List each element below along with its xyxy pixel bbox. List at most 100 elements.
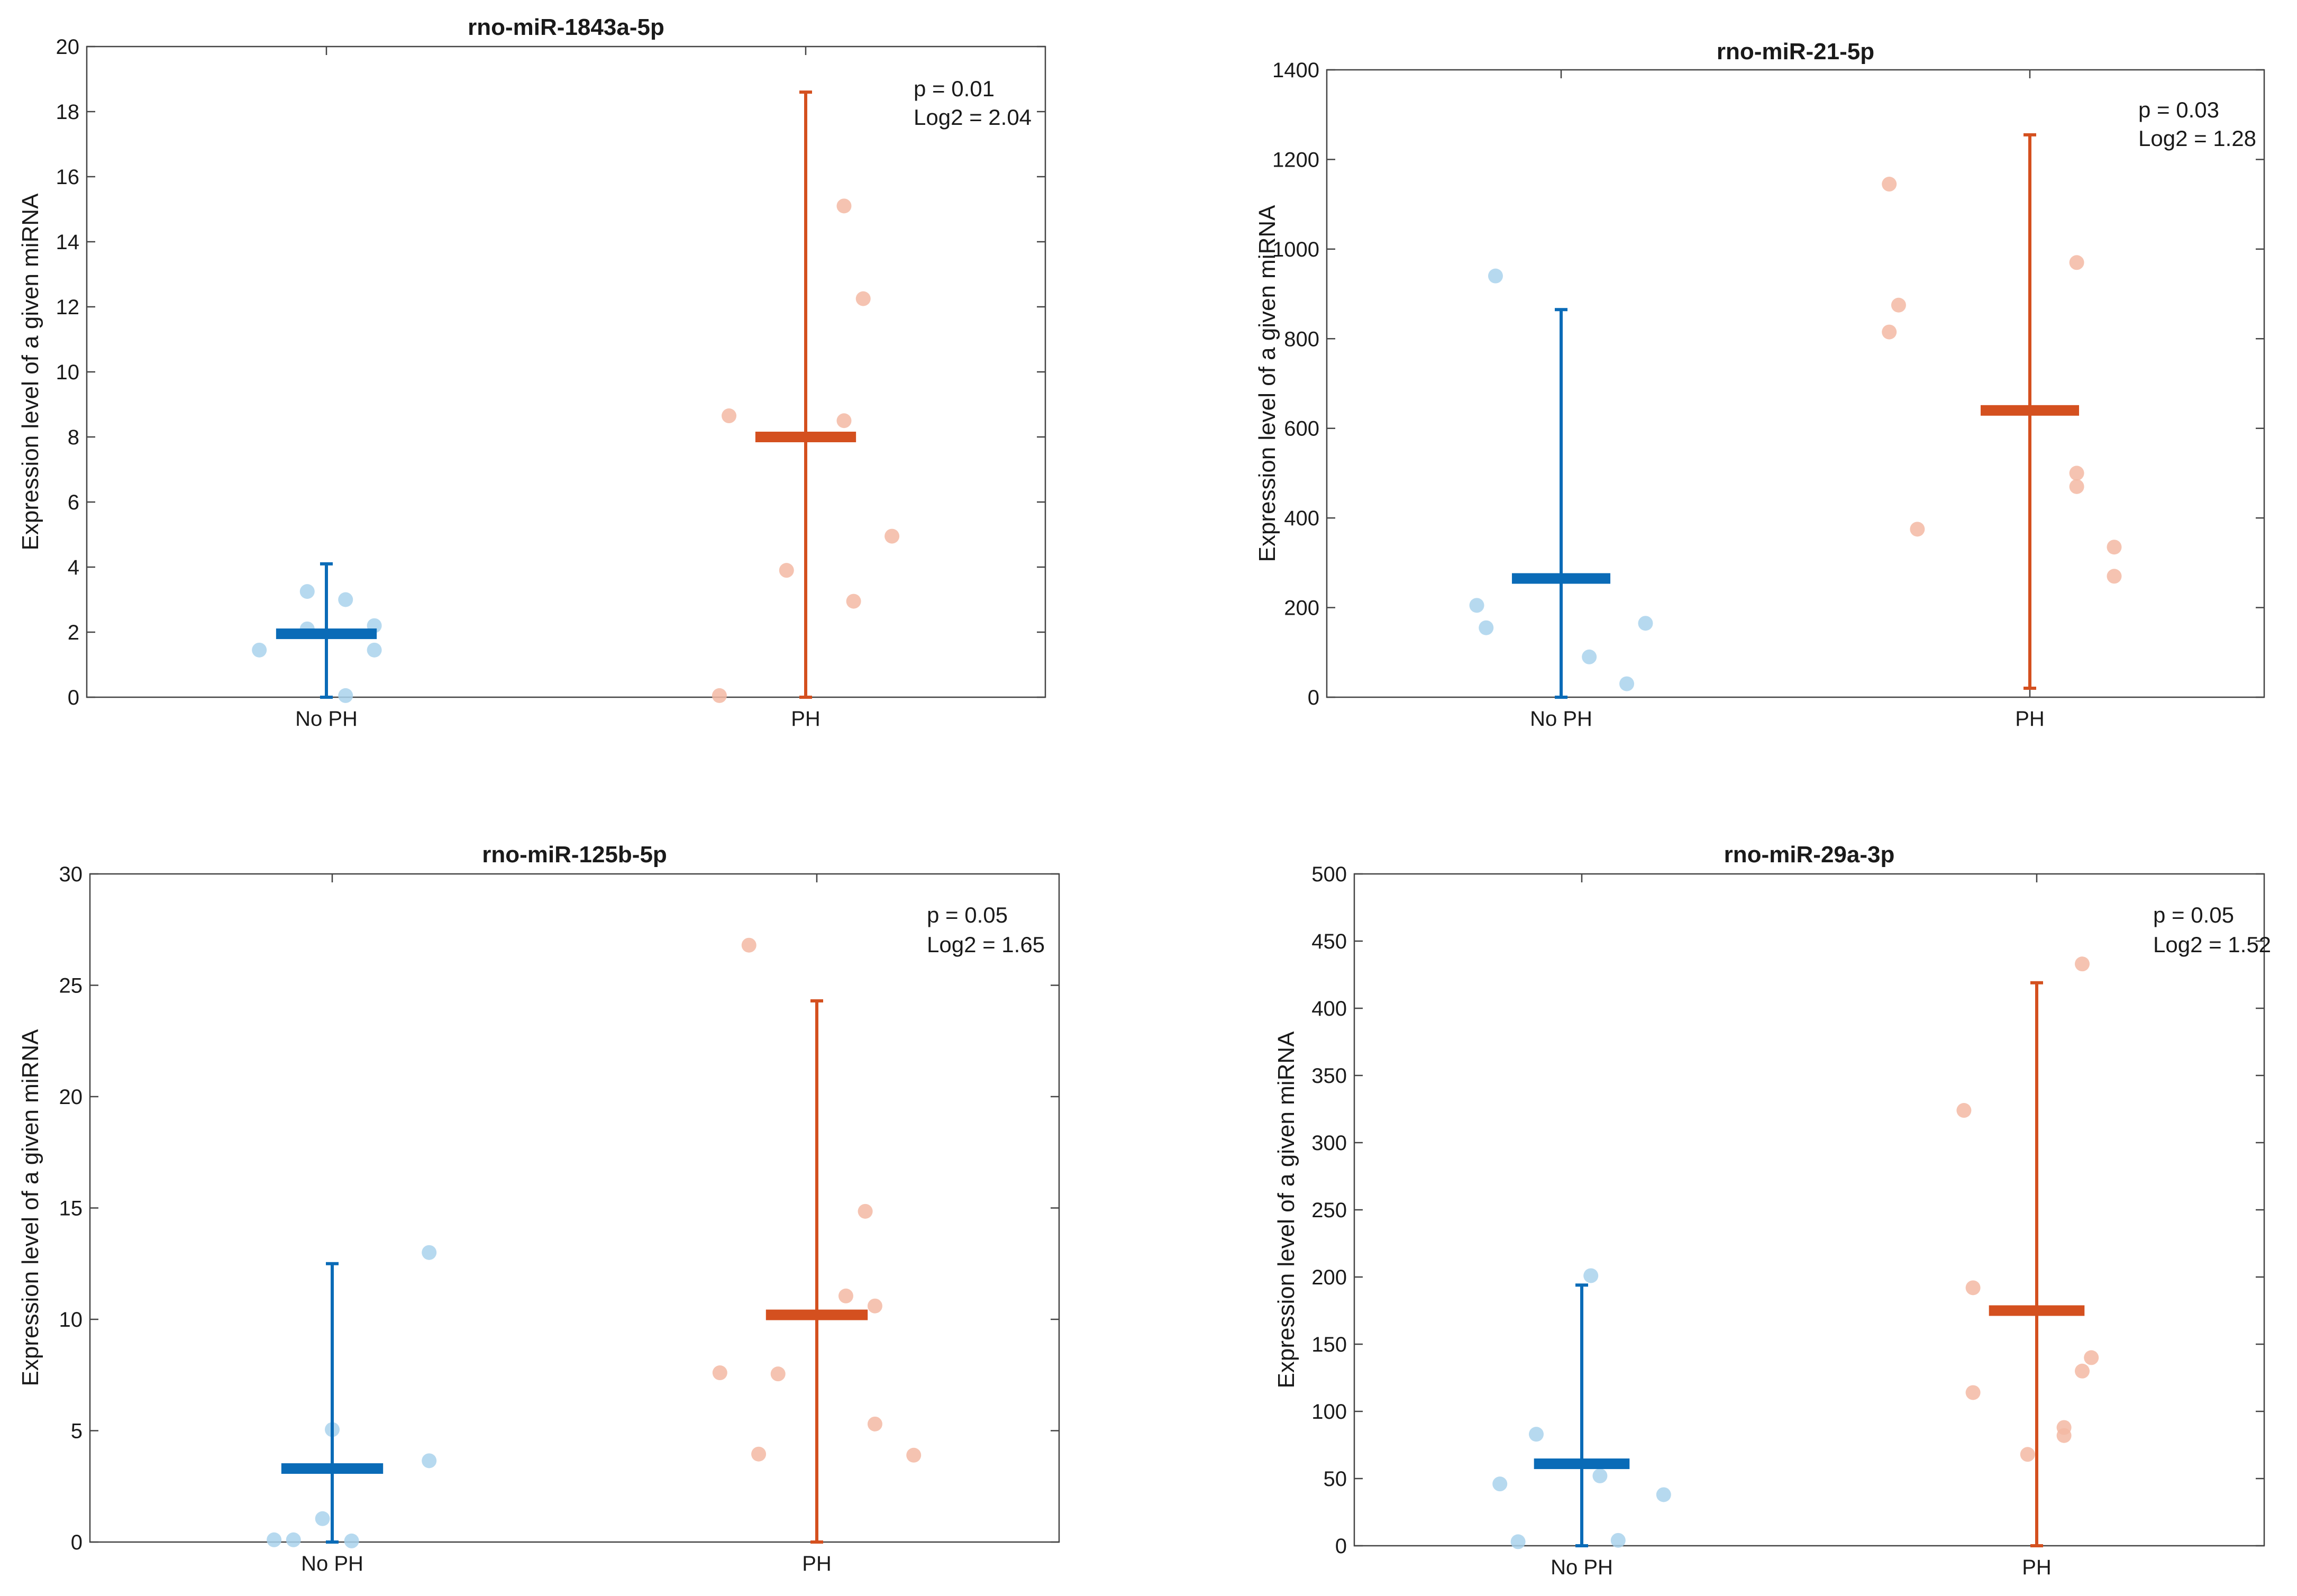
y-tick-label: 4 <box>68 556 79 579</box>
y-tick-label: 500 <box>1311 863 1347 886</box>
plot-frame <box>86 45 1046 698</box>
plot-frame <box>1353 873 2265 1547</box>
y-tick-label: 200 <box>1311 1266 1347 1289</box>
data-point <box>1592 1468 1608 1483</box>
y-tick-label: 1200 <box>1272 148 1319 171</box>
x-tick-label: No PH <box>295 707 358 731</box>
panel-mir-29a: rno-miR-29a-3p Expression level of a giv… <box>1273 842 2271 1579</box>
y-axis-label: Expression level of a given miRNA <box>17 1029 43 1387</box>
mean-bar <box>1989 1305 2085 1316</box>
mean-bar <box>765 1309 868 1320</box>
y-axis-label: Expression level of a given miRNA <box>1273 1031 1299 1389</box>
chart-title: rno-miR-29a-3p <box>1724 842 1895 868</box>
plot-frame <box>1326 69 2265 698</box>
y-tick-label: 8 <box>68 426 79 449</box>
y-tick-label: 1400 <box>1272 59 1319 82</box>
y-tick-label: 30 <box>59 863 83 886</box>
y-tick-label: 300 <box>1311 1132 1347 1155</box>
data-point <box>1488 268 1503 284</box>
y-tick-label: 18 <box>56 101 80 124</box>
data-point <box>267 1532 282 1547</box>
log2-annotation: Log2 = 1.52 <box>2153 932 2271 957</box>
data-point <box>315 1511 330 1526</box>
data-point <box>867 1416 882 1431</box>
y-tick-label: 50 <box>1324 1467 1347 1491</box>
panel-mir-21: rno-miR-21-5p Expression level of a give… <box>1254 39 2265 731</box>
data-point <box>2075 956 2090 972</box>
y-tick-label: 200 <box>1284 597 1319 620</box>
data-point <box>338 592 353 607</box>
data-point <box>286 1532 301 1547</box>
panel-mir-1843a: rno-miR-1843a-5p Expression level of a g… <box>17 14 1046 731</box>
data-point <box>855 291 871 306</box>
data-point <box>1529 1427 1544 1442</box>
x-tick-label: PH <box>791 707 821 731</box>
data-point <box>1882 177 1897 192</box>
y-tick-label: 5 <box>71 1420 83 1443</box>
data-point <box>838 1288 853 1303</box>
data-point <box>2069 255 2084 270</box>
mean-bar <box>755 432 856 442</box>
y-tick-label: 20 <box>56 35 80 59</box>
chart-title: rno-miR-1843a-5p <box>468 14 664 40</box>
y-tick-label: 20 <box>59 1086 83 1109</box>
data-point <box>2056 1428 2072 1443</box>
y-tick-label: 10 <box>59 1308 83 1331</box>
data-point <box>1479 620 1494 635</box>
chart-title: rno-miR-125b-5p <box>482 842 667 868</box>
data-point <box>2075 1363 2090 1379</box>
y-tick-label: 400 <box>1311 997 1347 1020</box>
x-tick-label: PH <box>802 1552 832 1575</box>
data-point <box>1965 1280 1981 1296</box>
data-point <box>751 1446 767 1462</box>
mean-bar <box>276 628 377 640</box>
y-tick-label: 100 <box>1311 1400 1347 1424</box>
data-point <box>2069 466 2084 481</box>
data-point <box>1583 1268 1599 1283</box>
data-point <box>1619 676 1635 691</box>
data-point <box>906 1447 922 1463</box>
y-tick-label: 6 <box>68 491 79 514</box>
log2-annotation: Log2 = 1.65 <box>927 932 1045 957</box>
p-value-annotation: p = 0.01 <box>914 76 995 101</box>
data-point <box>836 198 852 214</box>
plot-frame <box>89 873 1060 1543</box>
y-tick-label: 350 <box>1311 1064 1347 1088</box>
log2-annotation: Log2 = 1.28 <box>2138 126 2256 151</box>
data-point <box>2107 569 2122 584</box>
data-point <box>858 1203 873 1219</box>
data-point <box>1891 297 1906 313</box>
y-tick-label: 250 <box>1311 1199 1347 1222</box>
data-point <box>722 408 737 424</box>
data-point <box>770 1366 786 1382</box>
y-tick-label: 1000 <box>1272 238 1319 261</box>
data-point <box>338 688 353 703</box>
p-value-annotation: p = 0.05 <box>927 902 1008 927</box>
y-axis-label: Expression level of a given miRNA <box>1254 205 1280 562</box>
y-tick-label: 0 <box>71 1531 83 1554</box>
x-tick-label: PH <box>2022 1556 2052 1579</box>
data-point <box>1656 1487 1671 1502</box>
data-point <box>2107 540 2122 555</box>
mean-bar <box>281 1463 384 1474</box>
data-point <box>846 594 861 609</box>
mean-bar <box>1511 573 1611 584</box>
data-point <box>1882 324 1897 340</box>
data-point <box>1638 616 1653 631</box>
data-point <box>1910 522 1925 537</box>
mean-bar <box>1980 405 2080 416</box>
x-tick-label: No PH <box>301 1552 363 1575</box>
y-tick-label: 15 <box>59 1197 83 1220</box>
data-point <box>836 413 852 428</box>
data-point <box>712 1365 727 1381</box>
data-point <box>344 1533 359 1548</box>
data-point <box>1492 1476 1508 1492</box>
y-tick-label: 14 <box>56 231 80 254</box>
x-tick-label: No PH <box>1530 707 1592 731</box>
chart-title: rno-miR-21-5p <box>1717 39 1874 65</box>
y-tick-label: 150 <box>1311 1333 1347 1356</box>
data-point <box>2084 1350 2099 1365</box>
data-point <box>1965 1385 1981 1400</box>
data-point <box>867 1298 882 1314</box>
